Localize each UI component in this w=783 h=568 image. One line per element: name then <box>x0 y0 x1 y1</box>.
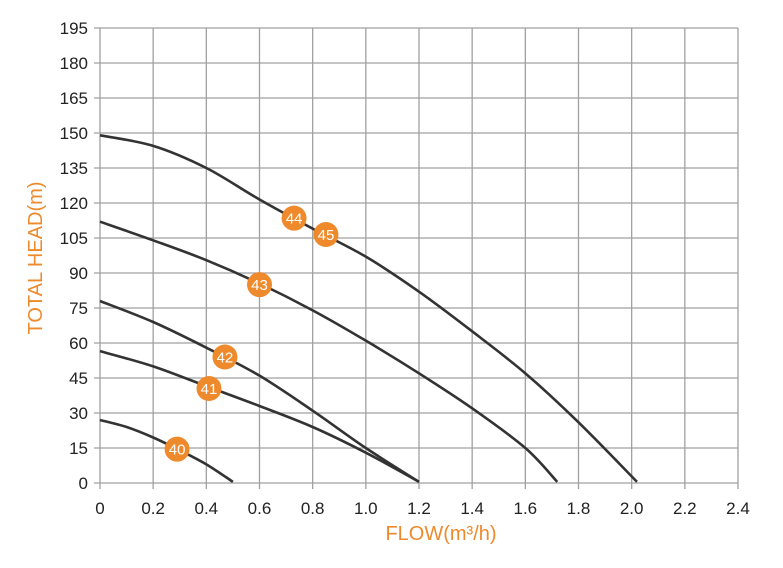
curve-label-44: 44 <box>281 205 307 231</box>
x-tick-label: 0.8 <box>301 499 325 518</box>
curve-label-41: 41 <box>196 376 222 401</box>
curve-label-badge <box>164 436 190 462</box>
y-tick-label: 105 <box>60 229 88 248</box>
x-tick-label: 0.2 <box>141 499 165 518</box>
curve-label-badge <box>212 344 238 370</box>
y-tick-label: 30 <box>69 404 88 423</box>
curve-label-45: 45 <box>313 222 339 247</box>
x-tick-label: 2.4 <box>726 499 750 518</box>
curve-labels: 40 41 42 43 44 45 <box>164 205 339 462</box>
curve-label-badge <box>196 376 222 401</box>
y-tick-label: 195 <box>60 19 88 38</box>
y-tick-label: 0 <box>79 474 88 493</box>
y-tick-label: 45 <box>69 369 88 388</box>
curve-label-42: 42 <box>212 344 238 370</box>
y-tick-label: 135 <box>60 159 88 178</box>
y-tick-label: 60 <box>69 334 88 353</box>
curve-label-text: 45 <box>318 227 335 244</box>
curve-41 <box>99 349 420 483</box>
x-tick-label: 1.6 <box>514 499 538 518</box>
y-tick-label: 120 <box>60 194 88 213</box>
curve-label-text: 40 <box>169 442 186 459</box>
curves <box>99 134 638 483</box>
y-tick-label: 180 <box>60 54 88 73</box>
curve-label-badge <box>281 205 307 231</box>
x-axis-title: FLOW(m³/h) <box>385 523 496 545</box>
x-tick-label: 1.2 <box>407 499 431 518</box>
grid <box>94 27 739 489</box>
y-tick-label: 15 <box>69 439 88 458</box>
curve-label-43: 43 <box>247 272 272 298</box>
x-tick-label: 2.2 <box>673 499 697 518</box>
x-tick-label: 0.4 <box>195 499 219 518</box>
x-tick-label: 2.0 <box>620 499 644 518</box>
y-tick-labels: 0 15 30 45 60 75 90 105 120 135 150 165 180 195 <box>60 19 88 493</box>
x-tick-labels: 0 0.2 0.4 0.6 0.8 1.0 1.2 1.4 1.6 1.8 2.0 2.2 2.4 <box>95 499 750 518</box>
x-tick-label: 0 <box>95 499 104 518</box>
y-tick-label: 150 <box>60 124 88 143</box>
curve-label-badge <box>247 272 272 298</box>
curve-44 <box>99 134 638 483</box>
curve-label-text: 42 <box>217 350 234 367</box>
y-axis-title: TOTAL HEAD(m) <box>25 182 47 335</box>
y-tick-label: 165 <box>60 89 88 108</box>
x-tick-label: 1.0 <box>354 499 378 518</box>
curve-label-text: 44 <box>286 211 303 228</box>
curve-43 <box>99 220 559 483</box>
x-tick-label: 1.8 <box>567 499 591 518</box>
y-tick-label: 90 <box>69 264 88 283</box>
curve-label-40: 40 <box>164 436 190 462</box>
curve-label-text: 43 <box>251 277 268 294</box>
curve-42 <box>99 299 420 483</box>
x-tick-label: 0.6 <box>248 499 272 518</box>
x-tick-label: 1.4 <box>460 499 484 518</box>
curve-label-badge <box>313 222 339 247</box>
curve-label-text: 41 <box>201 381 218 398</box>
y-tick-label: 75 <box>69 299 88 318</box>
